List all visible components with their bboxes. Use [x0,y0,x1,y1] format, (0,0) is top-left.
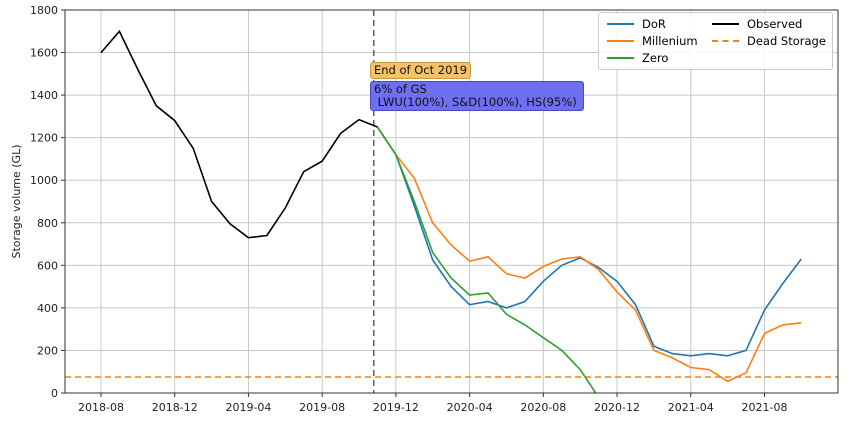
legend-item-dead-storage: Dead Storage [712,34,826,48]
x-tick-label: 2020-08 [520,401,566,414]
series-millenium [376,126,802,383]
x-tick-label: 2018-08 [78,401,124,414]
x-tick-label: 2020-12 [594,401,640,414]
y-tick-label: 400 [37,302,58,315]
x-tick-label: 2019-04 [225,401,271,414]
x-tick-label: 2019-12 [373,401,419,414]
y-tick-label: 600 [37,259,58,272]
legend-label: DoR [642,17,666,31]
y-tick-label: 800 [37,217,58,230]
y-tick-label: 200 [37,344,58,357]
legend-label: Dead Storage [747,34,826,48]
y-tick-label: 1000 [30,174,58,187]
plot-frame [64,9,839,394]
annotation-gs-line2: LWU(100%), S&D(100%), HS(95%) [374,95,577,109]
annotation-end-of-oct: End of Oct 2019 [370,62,472,79]
legend-label: Millenium [642,34,698,48]
legend-item-observed: Observed [712,17,802,31]
series-dor [376,126,802,357]
y-tick-label: 1600 [30,47,58,60]
y-tick-label: 1400 [30,89,58,102]
legend-label: Observed [747,17,803,31]
annotation-gs: 6% of GS LWU(100%), S&D(100%), HS(95%) [370,81,584,111]
legend-item-dor: DoR [607,17,666,31]
x-tick-label: 2018-12 [152,401,198,414]
legend: DoR Millenium Zero Observed Dead Storage [598,12,833,70]
x-tick-label: 2021-04 [668,401,714,414]
series-zero [376,126,597,393]
y-tick-label: 1800 [30,4,58,17]
x-tick-label: 2020-04 [447,401,493,414]
legend-item-zero: Zero [607,51,668,65]
x-tick-label: 2021-08 [741,401,787,414]
y-tick-label: 0 [51,387,58,400]
legend-item-millenium: Millenium [607,34,698,48]
y-axis-label: Storage volume (GL) [10,144,23,258]
y-tick-label: 1200 [30,132,58,145]
legend-label: Zero [642,51,669,65]
annotation-gs-line1: 6% of GS [374,82,427,96]
x-tick-label: 2019-08 [299,401,345,414]
series-observed [100,29,378,239]
